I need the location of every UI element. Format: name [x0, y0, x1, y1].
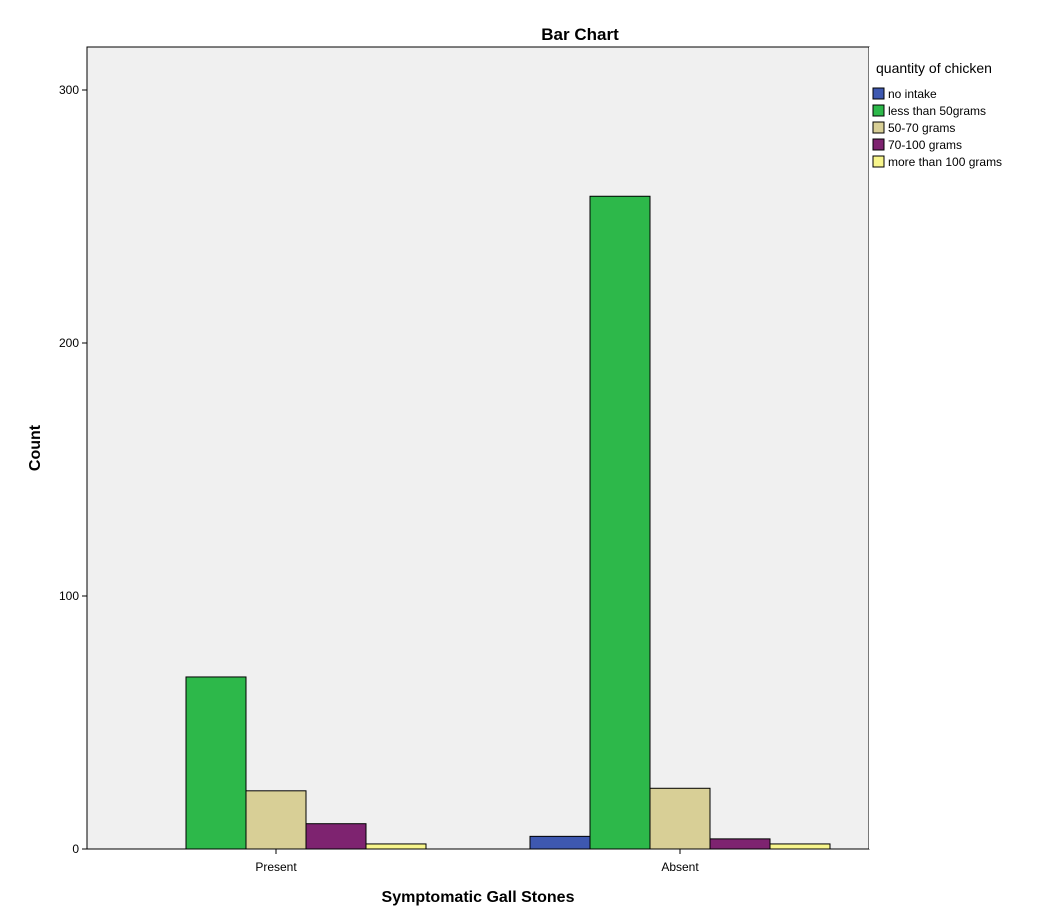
bar-50-70-grams-absent	[649, 787, 711, 850]
legend-label: more than 100 grams	[888, 155, 1002, 169]
bar-more-than-100-grams-absent	[769, 843, 831, 850]
chart-title: Bar Chart	[541, 25, 619, 44]
x-tick-label: Absent	[661, 860, 699, 874]
legend-swatch	[872, 87, 885, 100]
y-tick-label: 300	[59, 83, 79, 97]
x-tick-label: Present	[255, 860, 297, 874]
bar-series	[185, 195, 831, 850]
legend-label: no intake	[888, 87, 937, 101]
y-axis: 0 100 200 300	[59, 83, 87, 856]
legend-swatch	[872, 138, 885, 151]
bar-more-than-100-grams-present	[365, 843, 427, 850]
legend-label: less than 50grams	[888, 104, 986, 118]
bar-50-70-grams-present	[245, 790, 307, 850]
bar-no-intake-absent	[529, 835, 591, 850]
y-tick-label: 0	[72, 842, 79, 856]
x-axis-label: Symptomatic Gall Stones	[382, 889, 575, 906]
legend-area	[869, 47, 1050, 849]
legend-swatch	[872, 121, 885, 134]
legend-label: 50-70 grams	[888, 121, 955, 135]
y-tick-label: 200	[59, 336, 79, 350]
bar-70-100-grams-present	[305, 823, 367, 850]
y-axis-label: Count	[27, 424, 44, 471]
bar-70-100-grams-absent	[709, 838, 771, 850]
bar-less-than-50grams-present	[185, 676, 247, 850]
bar-less-than-50grams-absent	[589, 195, 651, 850]
legend-title: quantity of chicken	[876, 60, 992, 76]
legend-swatch	[872, 155, 885, 168]
legend-label: 70-100 grams	[888, 138, 962, 152]
x-axis: Present Absent	[255, 849, 699, 874]
legend-swatch	[872, 104, 885, 117]
legend: quantity of chicken no intake less than 5…	[872, 60, 1002, 169]
legend-items: no intake less than 50grams 50-70 grams 70-…	[872, 87, 1002, 169]
y-tick-label: 100	[59, 589, 79, 603]
